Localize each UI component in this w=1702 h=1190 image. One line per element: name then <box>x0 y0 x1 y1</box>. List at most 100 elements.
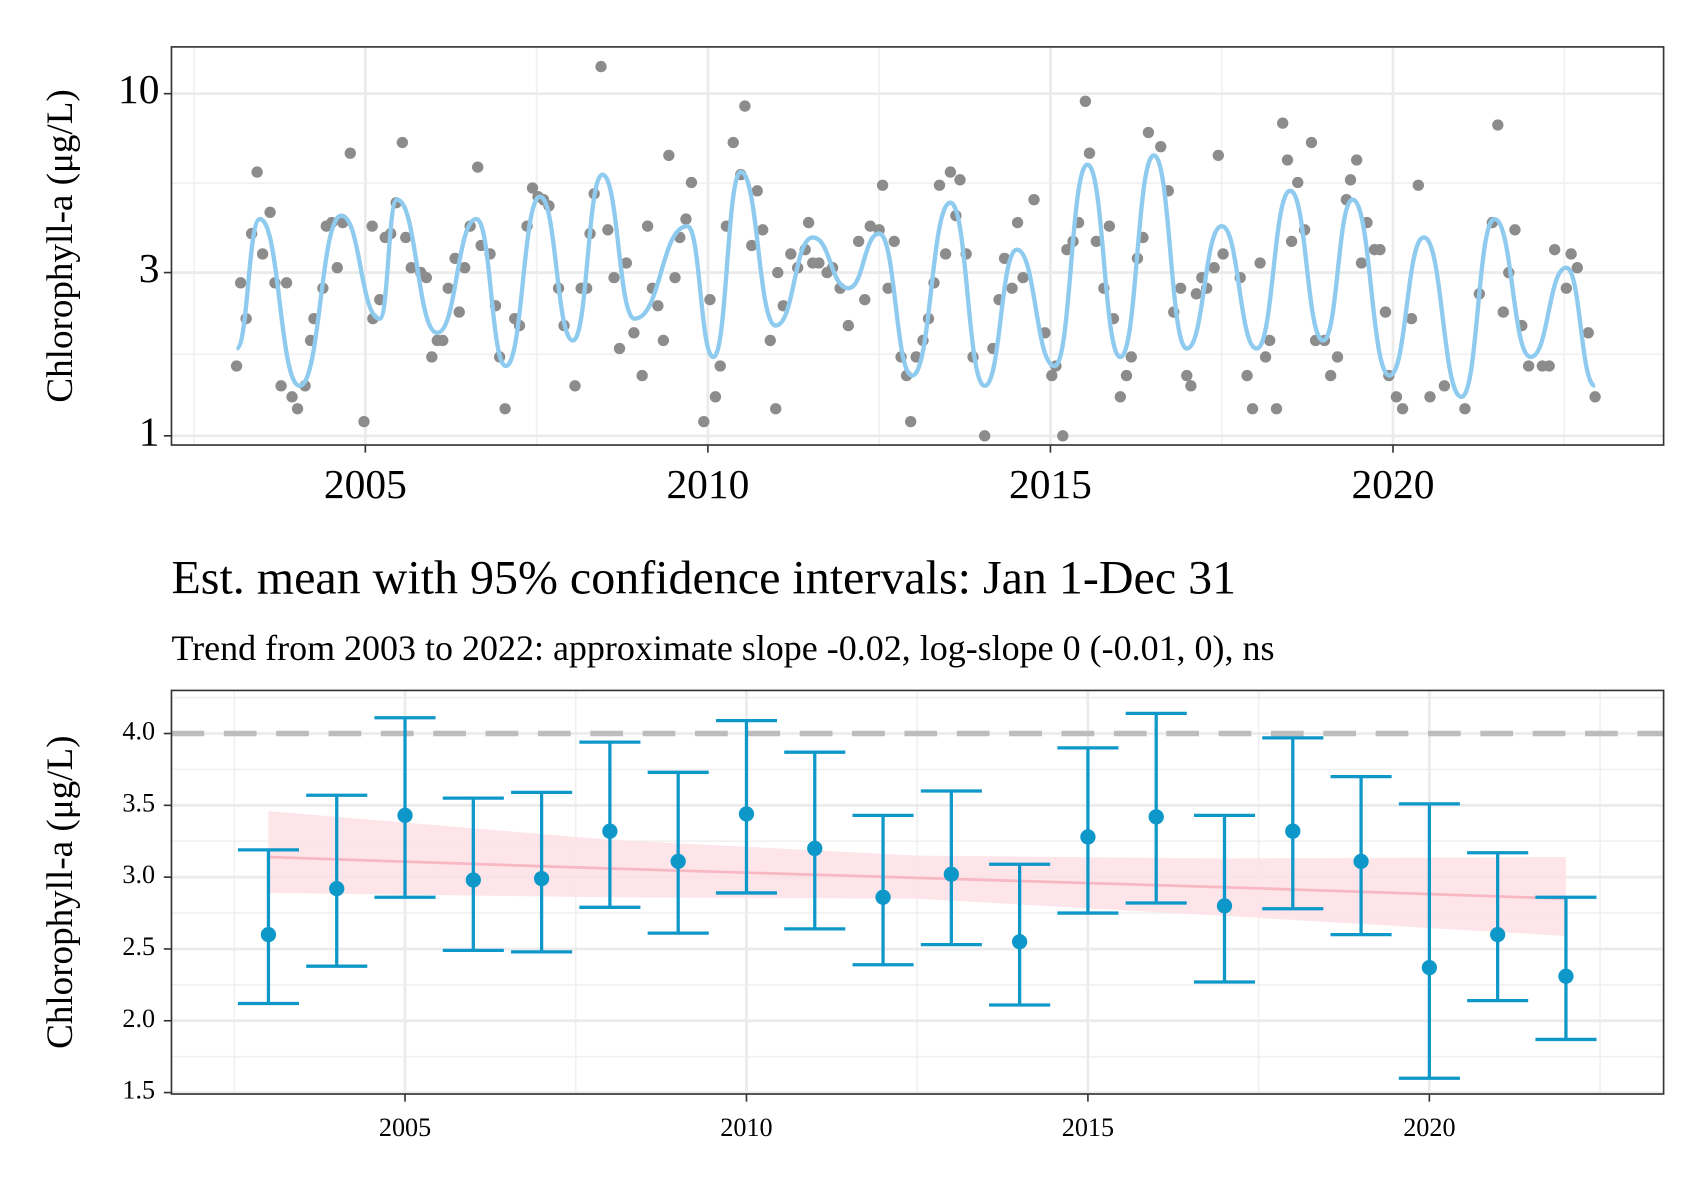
data-point <box>979 430 991 442</box>
data-point <box>669 271 681 284</box>
data-point <box>709 391 722 403</box>
mean-point <box>738 806 755 822</box>
data-point <box>400 231 412 244</box>
data-point <box>280 277 293 289</box>
data-point <box>685 176 698 189</box>
y-tick-label: 3.0 <box>122 860 155 889</box>
y-tick-label: 2.5 <box>122 932 155 961</box>
mean-point <box>1011 934 1028 950</box>
data-point <box>275 380 287 392</box>
data-point <box>1046 369 1058 382</box>
data-point <box>842 319 855 332</box>
y-tick-label: 1 <box>139 408 160 454</box>
mean-point <box>807 840 823 857</box>
data-point <box>472 161 484 173</box>
panel-border <box>170 689 1665 1095</box>
data-point <box>1292 176 1304 189</box>
data-point <box>569 380 581 392</box>
mean-point <box>1080 829 1096 845</box>
data-point <box>1424 391 1436 403</box>
data-point <box>1565 248 1577 260</box>
data-point <box>739 100 751 112</box>
y-axis-label: Chlorophyll-a (μg/L) <box>40 89 81 402</box>
data-point <box>405 262 417 274</box>
mean-point <box>670 853 686 869</box>
data-point <box>1571 262 1583 274</box>
data-point <box>420 271 432 284</box>
data-point <box>1379 306 1392 318</box>
data-point <box>698 415 710 428</box>
data-point <box>1509 224 1521 236</box>
data-point <box>1390 391 1403 403</box>
data-point <box>1305 136 1318 149</box>
data-point <box>1155 141 1167 153</box>
data-point <box>770 403 782 415</box>
data-point <box>1281 154 1294 166</box>
data-point <box>939 248 952 260</box>
mean-point <box>329 881 345 897</box>
data-point <box>1549 244 1561 256</box>
data-point <box>628 327 640 339</box>
data-point <box>859 294 871 306</box>
x-tick-label: 2005 <box>324 461 407 507</box>
data-point <box>772 266 784 279</box>
data-point <box>256 248 269 260</box>
data-point <box>1017 271 1029 284</box>
mean-point <box>260 926 277 943</box>
data-point <box>1246 403 1259 415</box>
data-point <box>704 294 716 306</box>
data-point <box>1090 235 1103 248</box>
mean-point <box>465 872 481 888</box>
x-tick-label: 2015 <box>1009 461 1092 507</box>
y-tick-label: 2.0 <box>122 1004 155 1033</box>
data-point <box>1264 334 1276 347</box>
data-point <box>746 239 758 252</box>
data-point <box>652 300 664 312</box>
mean-point <box>533 870 550 887</box>
y-axis-label: Chlorophyll-a (μg/L) <box>40 736 81 1049</box>
data-point <box>1270 403 1283 415</box>
data-point <box>344 147 356 159</box>
data-point <box>608 271 620 284</box>
data-point <box>437 334 449 347</box>
data-point <box>1120 369 1133 382</box>
data-point <box>230 360 243 372</box>
data-point <box>1324 369 1337 382</box>
data-point <box>1351 154 1363 166</box>
data-point <box>1181 369 1193 382</box>
data-point <box>1497 306 1509 318</box>
data-point <box>1006 282 1018 294</box>
data-point <box>426 351 438 363</box>
data-point <box>595 60 607 73</box>
data-point <box>1057 430 1069 442</box>
data-point <box>764 334 776 347</box>
data-point <box>933 179 946 191</box>
data-point <box>876 179 889 191</box>
data-point <box>785 248 797 260</box>
panel-border <box>170 46 1665 446</box>
data-point <box>813 257 825 269</box>
data-point <box>727 136 739 149</box>
data-point <box>234 277 247 289</box>
data-point <box>1543 360 1555 372</box>
data-point <box>251 166 263 178</box>
x-tick-label: 2010 <box>666 461 749 507</box>
data-point <box>663 149 675 162</box>
mean-point <box>1421 959 1438 976</box>
mean-point <box>943 866 959 882</box>
data-point <box>1560 282 1572 294</box>
mean-point <box>1490 926 1506 943</box>
chart-title: Est. mean with 95% confidence intervals:… <box>171 551 1236 604</box>
data-point <box>657 334 670 347</box>
data-point <box>1254 257 1266 269</box>
mean-point <box>1285 823 1301 839</box>
data-point <box>1259 351 1272 363</box>
y-tick-label: 10 <box>118 66 159 112</box>
data-point <box>905 415 917 428</box>
y-tick-label: 3.5 <box>122 788 155 817</box>
data-point <box>1208 262 1220 274</box>
data-point <box>1061 244 1073 256</box>
mean-point <box>1216 898 1233 914</box>
data-point <box>1185 380 1197 392</box>
